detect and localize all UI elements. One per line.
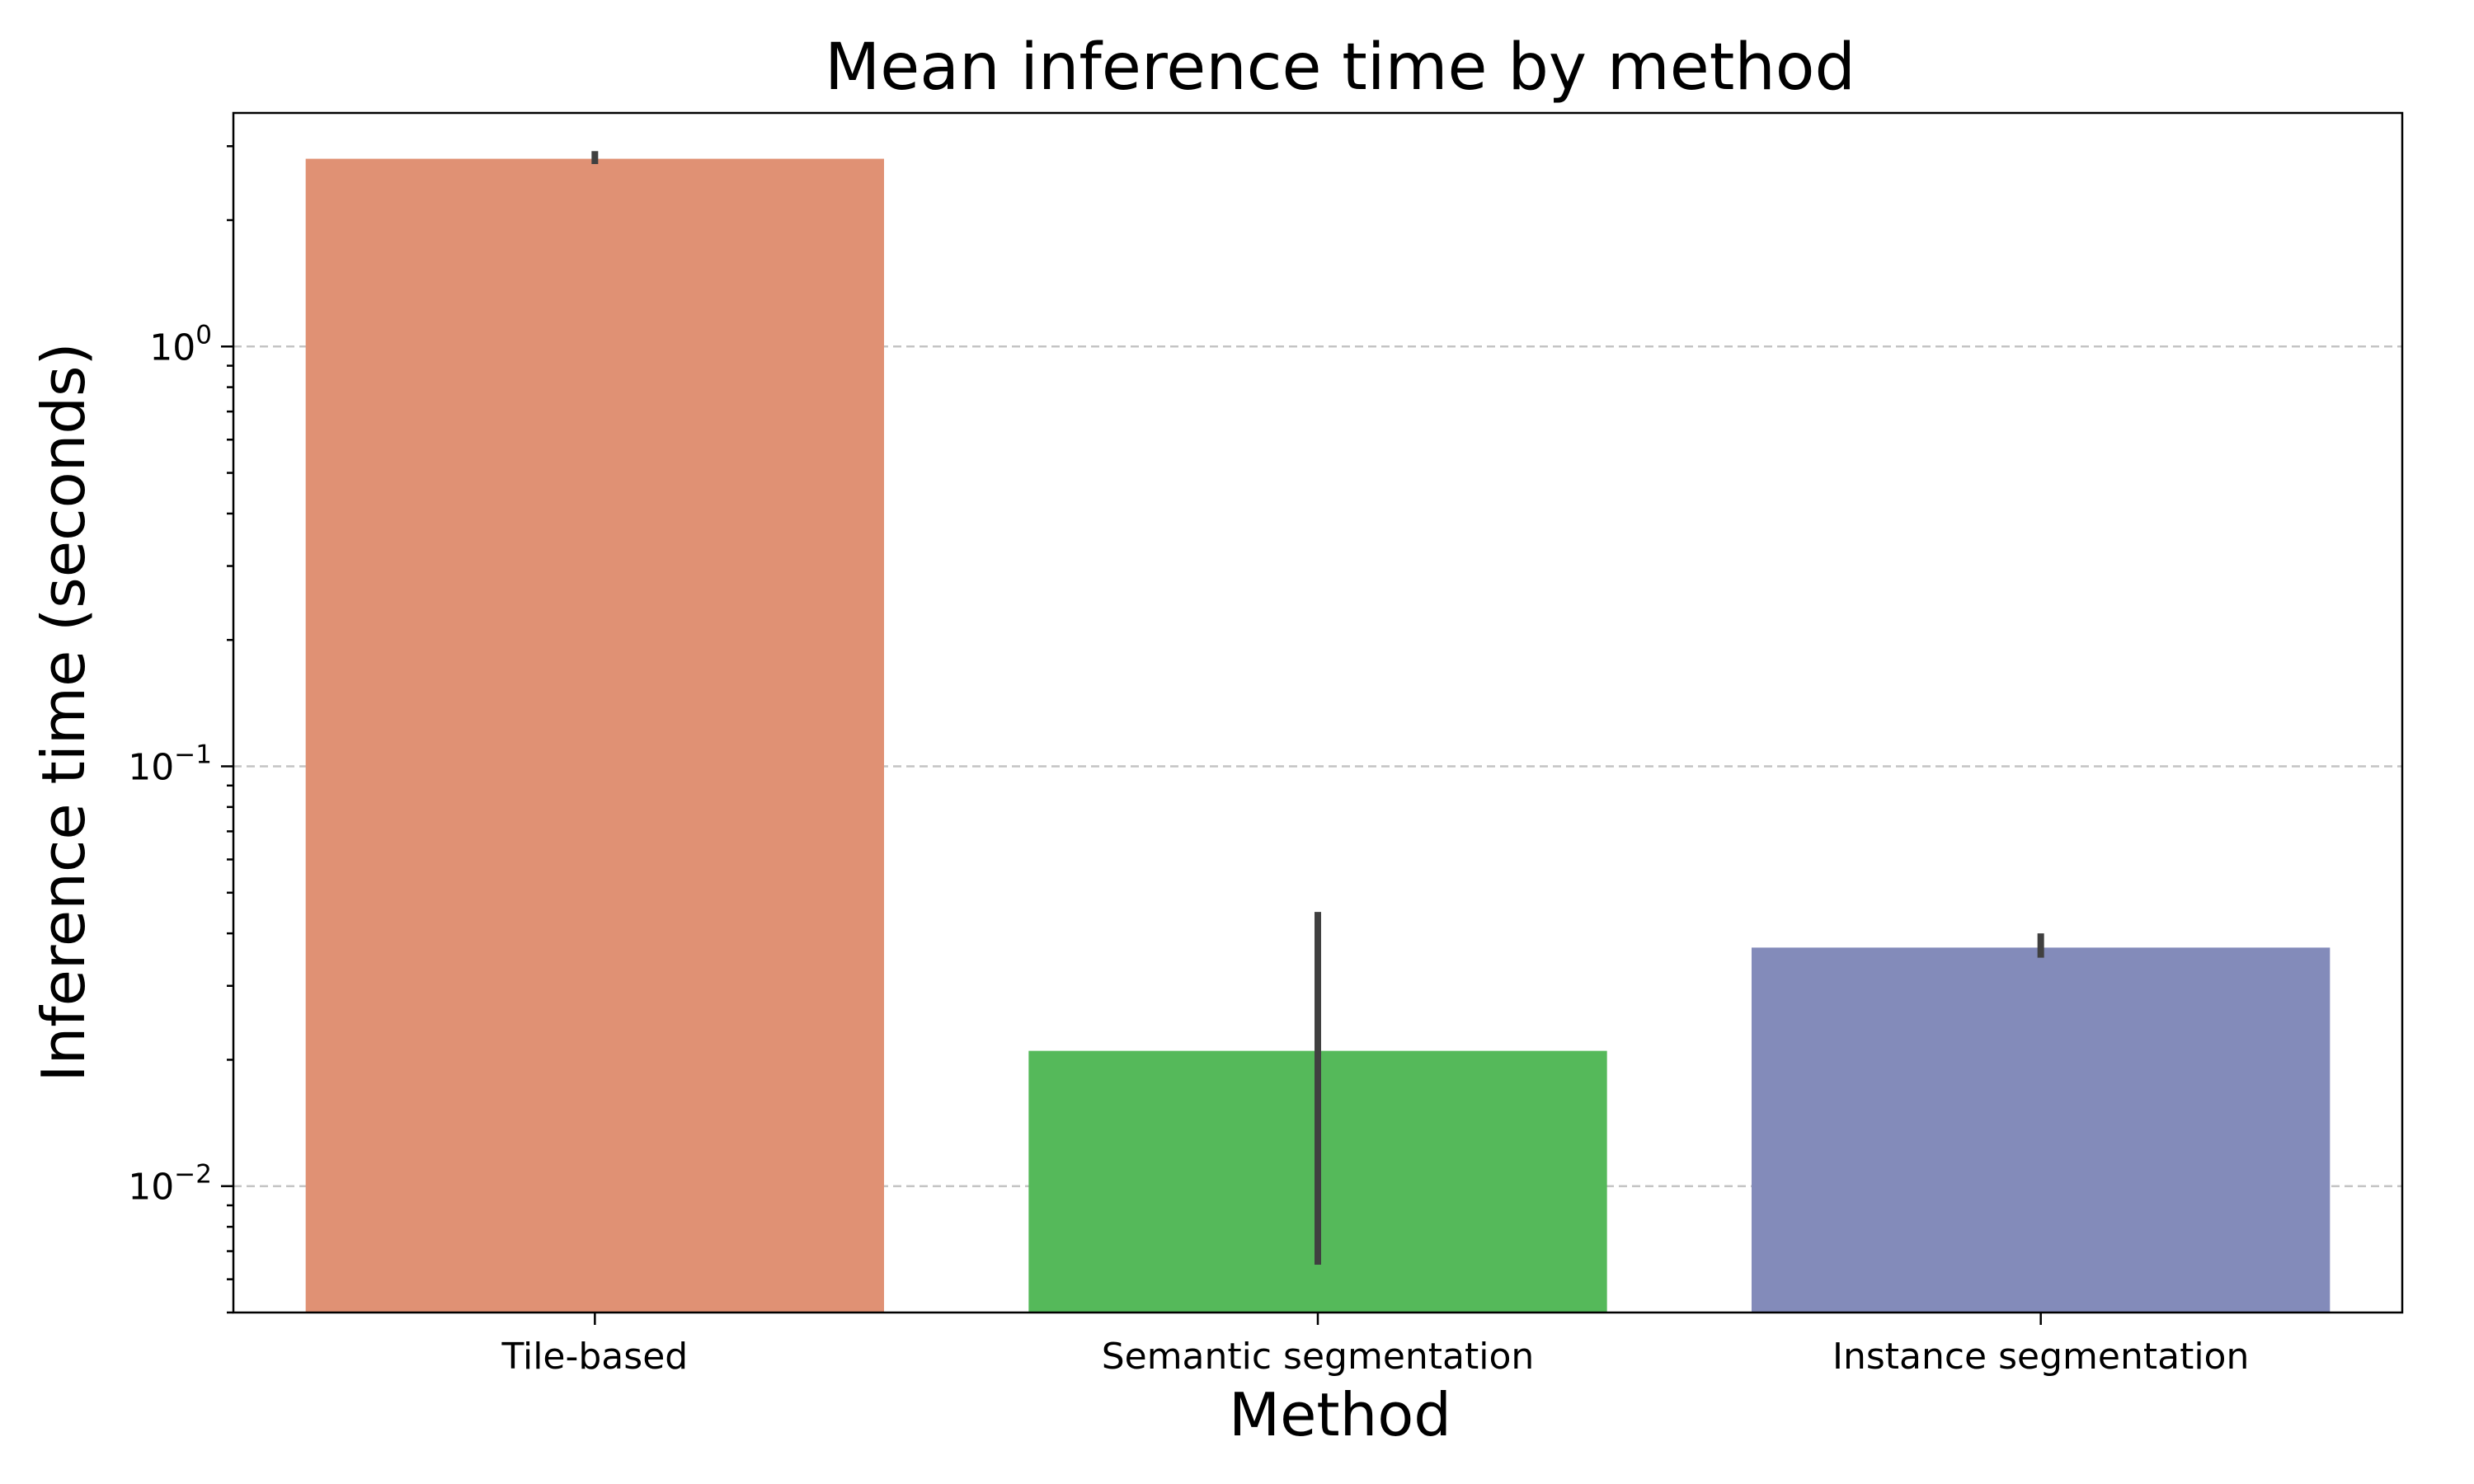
y-tick-exponent: 0 xyxy=(195,320,212,350)
y-axis-label: Inference time (seconds) xyxy=(29,342,98,1082)
y-tick-label: 100 xyxy=(149,320,212,369)
y-tick-exponent: −1 xyxy=(174,740,212,769)
y-tick-base: 10 xyxy=(149,326,195,369)
bar xyxy=(1752,947,2331,1313)
y-tick-label: 10−1 xyxy=(128,740,212,788)
chart-title: Mean inference time by method xyxy=(825,31,1856,105)
y-tick-exponent: −2 xyxy=(174,1160,212,1190)
y-tick-label: 10−2 xyxy=(128,1160,212,1209)
x-tick-label: Instance segmentation xyxy=(1832,1336,2249,1378)
bars xyxy=(305,158,2331,1313)
y-tick-base: 10 xyxy=(128,1167,174,1209)
x-axis-ticks: Tile-based Semantic segmentation Instance … xyxy=(501,1313,2249,1378)
x-tick-label: Semantic segmentation xyxy=(1102,1336,1535,1378)
y-tick-base: 10 xyxy=(128,746,174,788)
x-tick-label: Tile-based xyxy=(501,1336,688,1378)
x-axis-label: Method xyxy=(1229,1380,1451,1449)
error-bars xyxy=(591,151,2044,1265)
bar xyxy=(305,158,885,1313)
